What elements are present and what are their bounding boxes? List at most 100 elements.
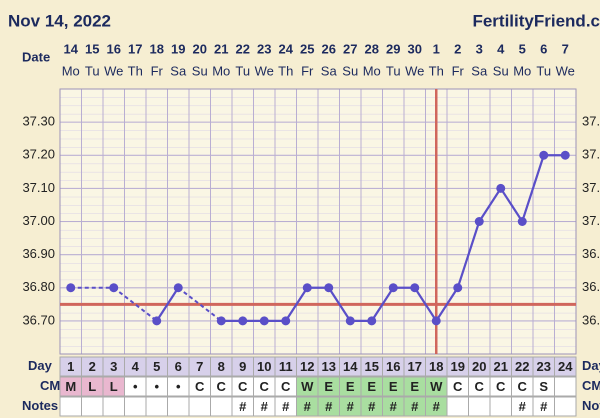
y-tick-label-right: 37.30 xyxy=(582,114,600,129)
temperature-point xyxy=(152,316,162,326)
day-value: 8 xyxy=(218,359,225,374)
date-label: 24 xyxy=(279,41,294,56)
temperature-point xyxy=(410,283,420,293)
notes-cell xyxy=(59,396,82,417)
temperature-point xyxy=(238,316,248,326)
gap-connector xyxy=(113,286,158,322)
weekday-label: Mo xyxy=(363,63,381,78)
chart-date: Nov 14, 2022 xyxy=(8,11,111,30)
notes-cell xyxy=(468,396,491,417)
weekday-label: We xyxy=(104,63,123,78)
date-label: 21 xyxy=(214,41,228,56)
y-tick-label: 36.70 xyxy=(22,312,55,327)
cm-value: E xyxy=(410,379,419,394)
date-label: 19 xyxy=(171,41,185,56)
cm-value: C xyxy=(238,379,248,394)
weekday-label: Mo xyxy=(62,63,80,78)
notes-value: # xyxy=(411,399,419,414)
y-tick-label-right: 37.20 xyxy=(582,147,600,162)
weekday-label: Th xyxy=(429,63,444,78)
notes-value: # xyxy=(433,399,441,414)
date-label: 15 xyxy=(85,41,99,56)
day-value: 24 xyxy=(558,359,573,374)
weekday-label: Sa xyxy=(170,63,187,78)
temperature-point xyxy=(560,150,570,160)
cm-value: C xyxy=(281,379,291,394)
weekday-label: Fr xyxy=(301,63,314,78)
weekday-label: Mo xyxy=(513,63,531,78)
cm-value: W xyxy=(301,379,314,394)
notes-cell xyxy=(210,396,233,417)
cm-value: C xyxy=(496,379,506,394)
cm-value: S xyxy=(539,379,548,394)
cm-value: M xyxy=(65,379,76,394)
cm-value: • xyxy=(154,379,159,394)
weekday-label: We xyxy=(405,63,424,78)
notes-cell xyxy=(145,396,168,417)
y-tick-label: 37.00 xyxy=(22,213,55,228)
cm-value: C xyxy=(195,379,205,394)
temperature-point xyxy=(302,283,312,293)
date-label: 5 xyxy=(519,41,526,56)
row-label: Notes xyxy=(22,398,58,413)
temperature-point xyxy=(453,283,463,293)
notes-value: # xyxy=(390,399,398,414)
date-label: 20 xyxy=(193,41,207,56)
gap-connector xyxy=(177,286,222,322)
y-tick-label-right: 36.90 xyxy=(582,246,600,261)
day-value: 18 xyxy=(429,359,443,374)
temperature-point xyxy=(539,150,549,160)
cm-value: C xyxy=(260,379,270,394)
temperature-point xyxy=(173,283,183,293)
date-label: 17 xyxy=(128,41,142,56)
temperature-point xyxy=(281,316,291,326)
notes-cell xyxy=(446,396,469,417)
cm-value: C xyxy=(518,379,528,394)
y-tick-label-right: 37.10 xyxy=(582,180,600,195)
cm-value: • xyxy=(133,379,138,394)
weekday-label: Th xyxy=(128,63,143,78)
day-value: 15 xyxy=(365,359,379,374)
temperature-point xyxy=(66,283,76,293)
weekday-label: Th xyxy=(278,63,293,78)
date-label: 16 xyxy=(107,41,121,56)
weekday-label: Fr xyxy=(452,63,465,78)
notes-cell xyxy=(102,396,125,417)
row-label-right: Notes xyxy=(582,398,600,413)
notes-cell xyxy=(167,396,190,417)
notes-value: # xyxy=(540,399,548,414)
weekday-label: Fr xyxy=(151,63,164,78)
day-value: 5 xyxy=(153,359,160,374)
date-label: 1 xyxy=(433,41,440,56)
weekday-label: Tu xyxy=(386,63,401,78)
temperature-point xyxy=(496,183,506,193)
date-label: Date xyxy=(22,49,50,64)
cm-value: E xyxy=(346,379,355,394)
temperature-point xyxy=(216,316,226,326)
temperature-point xyxy=(109,283,119,293)
cm-value: E xyxy=(389,379,398,394)
y-tick-label: 37.30 xyxy=(22,114,55,129)
day-value: 3 xyxy=(110,359,117,374)
notes-cell xyxy=(124,396,147,417)
cm-value: C xyxy=(475,379,485,394)
row-label: Day xyxy=(28,358,53,373)
row-label-right: CM xyxy=(582,378,600,393)
day-value: 19 xyxy=(451,359,465,374)
weekday-label: Mo xyxy=(212,63,230,78)
cm-value: E xyxy=(367,379,376,394)
day-value: 21 xyxy=(494,359,508,374)
temperature-point xyxy=(388,283,398,293)
y-tick-label: 36.80 xyxy=(22,279,55,294)
temperature-point xyxy=(474,217,484,226)
temperature-point xyxy=(367,316,377,326)
day-value: 6 xyxy=(175,359,182,374)
date-label: 6 xyxy=(540,41,547,56)
date-label: 29 xyxy=(386,41,400,56)
temperature-line xyxy=(155,287,180,322)
temperature-point xyxy=(431,316,441,326)
notes-value: # xyxy=(347,399,355,414)
date-label: 23 xyxy=(257,41,271,56)
